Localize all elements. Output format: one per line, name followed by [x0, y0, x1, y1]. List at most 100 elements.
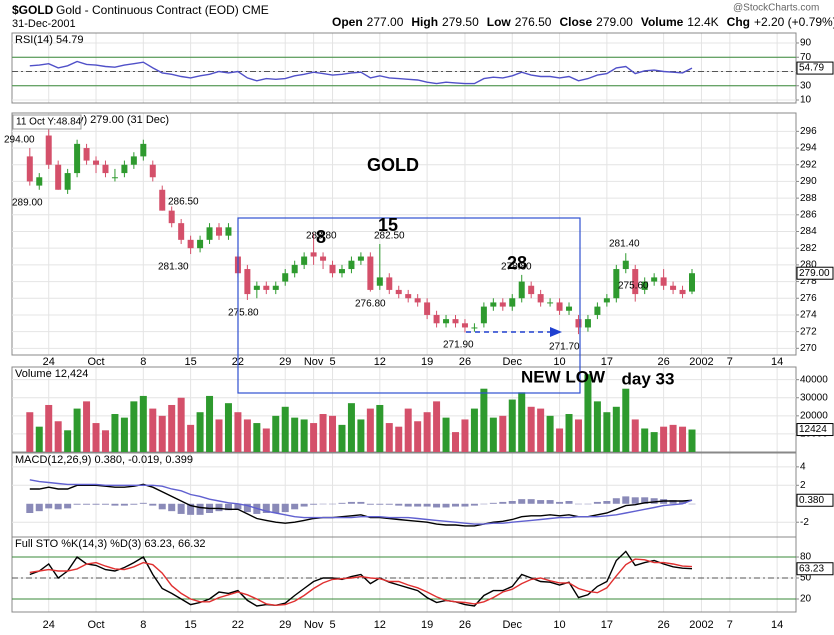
histogram-bar: [480, 503, 488, 505]
histogram-bar: [574, 503, 582, 505]
candle-body: [556, 302, 563, 311]
x-tick-label: Dec: [502, 356, 522, 368]
last-value-tag: [796, 423, 834, 437]
panel-frame: [11, 32, 797, 104]
candle-body: [140, 143, 147, 157]
quote-label: Volume: [641, 15, 684, 29]
volume-bar: [215, 419, 223, 452]
histogram-bar: [64, 503, 72, 509]
x-tick-label: 7: [727, 356, 733, 368]
y-tick-label: 294: [800, 143, 817, 154]
volume-bar: [433, 401, 441, 452]
histogram-bar: [556, 501, 564, 504]
quote-value: 279.50: [442, 15, 479, 29]
histogram-bar: [357, 501, 365, 504]
candle-body: [357, 256, 364, 261]
volume-bar: [187, 424, 195, 452]
volume-bar: [130, 401, 138, 452]
data-label: 294.00: [4, 135, 35, 146]
y-tick-label: 278: [800, 276, 817, 287]
histogram-bar: [499, 501, 507, 504]
histogram-bar: [404, 503, 412, 507]
histogram-bar: [603, 501, 611, 504]
x-tick-label: 7: [727, 619, 733, 631]
candle-body: [74, 143, 81, 174]
panel-frame: [11, 536, 797, 613]
y-tick-label: 284: [800, 226, 817, 237]
volume-bar: [338, 424, 346, 452]
candle-body: [93, 160, 100, 165]
candle-body: [518, 281, 525, 299]
x-tick-label: Nov: [304, 619, 324, 631]
volume-bar: [347, 403, 355, 452]
volume-bar: [489, 417, 497, 452]
indicator-line: [29, 550, 693, 607]
candle-body: [320, 256, 327, 261]
histogram-bar: [35, 503, 43, 512]
data-label: 271.90: [443, 340, 474, 351]
candle-body: [244, 269, 251, 295]
histogram-bar: [45, 503, 53, 509]
annotation: 15: [378, 215, 398, 235]
candle-body: [499, 302, 506, 307]
histogram-bar: [650, 498, 658, 504]
volume-bar: [73, 408, 81, 452]
x-tick-label: 26: [459, 619, 471, 631]
y-tick-label: 296: [800, 126, 817, 137]
volume-bar: [395, 426, 403, 452]
y-tick-label: 70: [800, 52, 812, 63]
y-tick-label: 280: [800, 260, 817, 271]
candle-body: [395, 289, 402, 295]
candle-body: [537, 294, 544, 303]
indicator-line: [29, 60, 693, 85]
volume-bar: [650, 432, 658, 452]
histogram-bar: [679, 501, 687, 504]
candle-body: [253, 285, 260, 290]
candle-body: [471, 327, 478, 329]
histogram-bar: [593, 501, 601, 504]
volume-bar: [556, 428, 564, 452]
histogram-bar: [130, 503, 138, 505]
candle-body: [159, 189, 166, 211]
y-tick-label: 274: [800, 310, 817, 321]
candle-body: [348, 260, 355, 270]
volume-bar: [26, 412, 34, 452]
x-tick-label: 10: [553, 356, 565, 368]
histogram-bar: [688, 503, 696, 505]
candle-body: [632, 269, 639, 295]
candle-body: [338, 269, 345, 274]
candle-body: [584, 319, 591, 328]
quote-label: Open: [332, 15, 363, 29]
volume-bar: [537, 408, 545, 452]
panel-title: Full STO %K(14,3) %D(3) 63.23, 66.32: [15, 538, 206, 550]
candle-body: [433, 314, 440, 324]
volume-bar: [603, 412, 611, 452]
x-tick-label: 14: [771, 619, 783, 631]
candle-body: [613, 269, 620, 299]
candle-body: [149, 164, 156, 178]
histogram-bar: [215, 503, 223, 512]
volume-bar: [206, 395, 214, 452]
volume-bar: [461, 419, 469, 452]
quote-value: 276.50: [515, 15, 552, 29]
data-label: 275.80: [228, 308, 259, 319]
candle-body: [197, 239, 204, 249]
x-tick-label: 26: [657, 619, 669, 631]
highlight-box: [237, 217, 581, 394]
last-value-label: 12424: [799, 424, 827, 435]
annotation: day 33: [622, 369, 675, 388]
y-tick-label: 288: [800, 193, 817, 204]
histogram-bar: [54, 503, 62, 510]
volume-bar: [101, 430, 109, 452]
volume-bar: [527, 406, 535, 452]
x-tick-label: 2002: [689, 356, 713, 368]
volume-bar: [508, 399, 516, 452]
y-tick-label: 4: [800, 461, 806, 472]
x-tick-label: 17: [601, 356, 613, 368]
histogram-bar: [149, 503, 157, 506]
x-tick-label: Oct: [87, 356, 104, 368]
candle-body: [528, 285, 535, 295]
x-tick-label: Dec: [502, 619, 522, 631]
candle-body: [64, 173, 71, 190]
